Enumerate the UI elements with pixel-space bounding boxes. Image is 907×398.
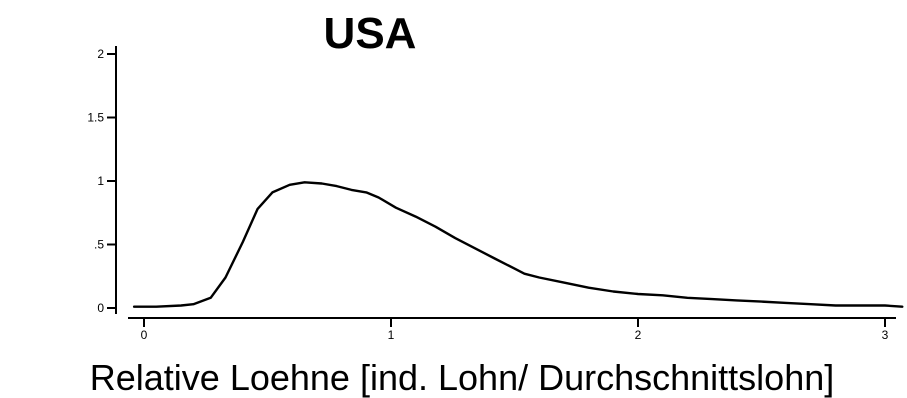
- x-ticks: 0 1 2 3: [141, 318, 889, 342]
- y-tick-label: 1: [97, 174, 104, 188]
- y-tick-label: .5: [94, 238, 104, 252]
- y-ticks: 0 .5 1 1.5 2: [87, 47, 116, 315]
- y-tick-label: 2: [97, 47, 104, 61]
- y-tick-label: 0: [97, 301, 104, 315]
- x-tick-label: 1: [388, 328, 395, 342]
- x-tick-label: 2: [635, 328, 642, 342]
- density-line: [132, 181, 904, 308]
- y-tick-label: 1.5: [87, 111, 104, 125]
- chart-title: USA: [324, 9, 417, 58]
- x-axis-label: Relative Loehne [ind. Lohn/ Durchschnitt…: [90, 357, 834, 398]
- x-tick-label: 3: [882, 328, 889, 342]
- x-tick-label: 0: [141, 328, 148, 342]
